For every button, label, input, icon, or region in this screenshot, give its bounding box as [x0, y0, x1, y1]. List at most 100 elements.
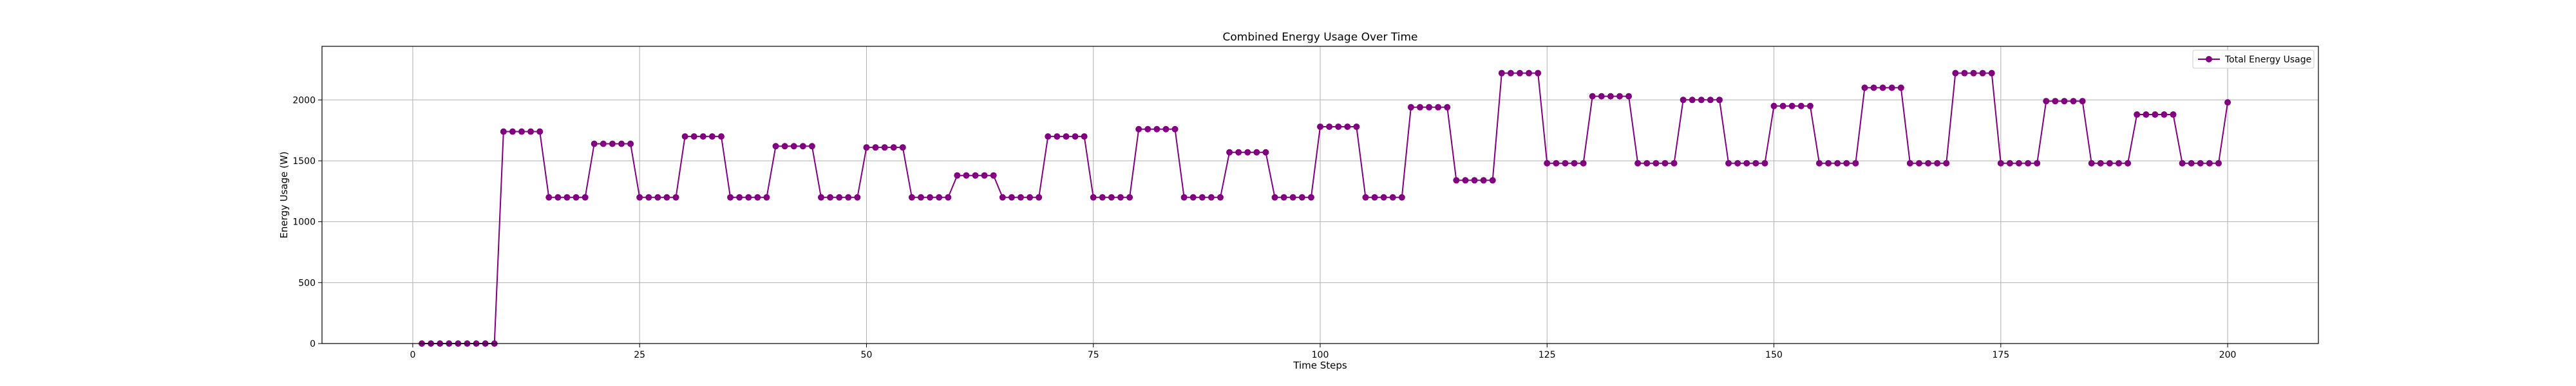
data-point: [1027, 194, 1034, 201]
legend: Total Energy Usage: [2192, 50, 2315, 69]
data-point: [1307, 194, 1314, 201]
data-point: [1906, 160, 1913, 167]
data-point: [1806, 102, 1814, 109]
data-point: [1879, 84, 1886, 91]
data-point: [2052, 98, 2059, 105]
data-point: [1625, 93, 1633, 100]
data-point: [999, 194, 1006, 201]
data-point: [981, 172, 988, 179]
data-point: [1680, 96, 1687, 104]
data-point: [2143, 111, 2150, 118]
data-point: [2106, 160, 2113, 167]
legend-box: [2192, 50, 2315, 69]
data-point: [1979, 69, 1986, 77]
data-point: [1335, 123, 1342, 130]
x-tick-label: 150: [1765, 350, 1783, 360]
data-point: [1770, 102, 1777, 109]
x-tick-label: 0: [410, 350, 415, 360]
data-point: [818, 194, 824, 201]
data-point: [1825, 160, 1832, 167]
data-point: [1970, 69, 1977, 77]
data-point: [1535, 69, 1542, 77]
data-point: [2043, 98, 2050, 105]
data-point: [1834, 160, 1841, 167]
data-point: [1716, 96, 1723, 104]
data-point: [836, 194, 843, 201]
data-point: [945, 194, 952, 201]
data-point: [1099, 194, 1106, 201]
data-point: [1734, 160, 1741, 167]
data-point: [1553, 160, 1560, 167]
data-point: [2088, 160, 2095, 167]
data-point: [1072, 133, 1079, 140]
data-point: [772, 143, 779, 150]
data-point: [1018, 194, 1024, 201]
data-point: [1689, 96, 1696, 104]
data-point: [990, 172, 997, 179]
data-point: [1317, 123, 1323, 130]
data-point: [854, 194, 861, 201]
data-point: [1607, 93, 1614, 100]
data-point: [1943, 160, 1950, 167]
data-point: [1262, 149, 1269, 156]
data-point: [1407, 104, 1414, 111]
y-tick-label: 1000: [292, 217, 316, 228]
data-point: [708, 133, 715, 140]
data-point: [636, 194, 643, 201]
data-point: [527, 128, 535, 135]
data-point: [1598, 93, 1605, 100]
data-point: [2161, 111, 2168, 118]
data-point: [1788, 102, 1795, 109]
data-point: [1643, 160, 1651, 167]
data-point: [1517, 69, 1523, 77]
data-point: [1571, 160, 1578, 167]
data-point: [1353, 123, 1360, 130]
data-point: [790, 143, 797, 150]
data-point: [2170, 111, 2177, 118]
data-point: [890, 144, 897, 151]
data-point: [936, 194, 943, 201]
data-point: [1008, 194, 1015, 201]
data-point: [645, 194, 652, 201]
data-point: [1988, 69, 1995, 77]
data-point: [2079, 98, 2086, 105]
data-point: [745, 194, 752, 201]
x-axis-ticks: 0 25 50 75 100 125 150 175 200: [410, 344, 2236, 360]
data-point: [727, 194, 734, 201]
series-total-energy-usage: [419, 69, 2231, 347]
data-point: [1198, 194, 1206, 201]
data-point: [1925, 160, 1932, 167]
data-point: [2152, 111, 2159, 118]
data-point: [1045, 133, 1052, 140]
data-point: [1036, 194, 1043, 201]
data-point: [736, 194, 743, 201]
data-point: [1435, 104, 1442, 111]
data-point: [1725, 160, 1732, 167]
data-point: [1371, 194, 1378, 201]
data-point: [2179, 160, 2186, 167]
data-point: [899, 144, 906, 151]
data-point: [1562, 160, 1569, 167]
data-point: [1289, 194, 1296, 201]
x-tick-label: 200: [2219, 350, 2237, 360]
x-tick-label: 50: [861, 350, 873, 360]
data-point: [808, 143, 815, 150]
data-point: [718, 133, 724, 140]
x-axis-title: Time Steps: [1293, 360, 1347, 371]
data-point: [2206, 160, 2213, 167]
data-point: [1544, 160, 1551, 167]
data-point: [1997, 160, 2004, 167]
data-point: [1507, 69, 1514, 77]
data-point: [1797, 102, 1804, 109]
data-point: [1462, 177, 1469, 184]
data-point: [1453, 177, 1460, 184]
data-point: [2061, 98, 2068, 105]
data-point: [1843, 160, 1850, 167]
data-point: [1090, 194, 1097, 201]
data-point: [2224, 99, 2231, 106]
y-tick-label: 500: [298, 278, 316, 288]
data-point: [1589, 93, 1596, 100]
data-point: [1480, 177, 1487, 184]
data-point: [2016, 160, 2022, 167]
data-point: [1235, 149, 1242, 156]
